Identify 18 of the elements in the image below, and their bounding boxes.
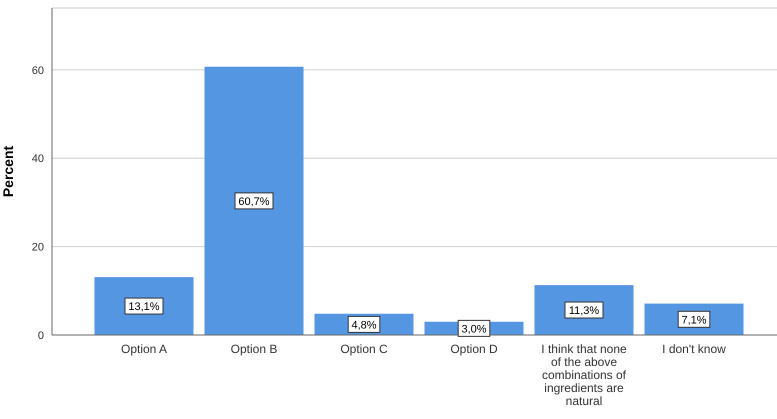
data-label: 4,8%	[351, 319, 377, 332]
y-tick-label: 40	[32, 153, 44, 166]
x-tick-label: Option A	[120, 342, 168, 356]
x-tick-label: I think that none of the above combinations of ingredients are natural	[541, 342, 628, 408]
data-label: 11,3%	[568, 305, 600, 318]
y-tick-label: 60	[32, 64, 44, 77]
data-label: 13,1%	[128, 301, 160, 314]
x-tick-label: Option D	[450, 342, 498, 356]
y-tick-label: 0	[38, 330, 44, 342]
bar	[204, 66, 304, 335]
y-axis-title: Percent	[0, 145, 16, 198]
x-tick-label: I don't know	[662, 342, 726, 356]
y-tick-label: 20	[32, 242, 44, 254]
data-label: 60,7%	[238, 196, 270, 208]
data-label: 3,0%	[461, 323, 487, 336]
x-tick-label: Option B	[230, 342, 278, 356]
x-tick-label: Option C	[340, 342, 388, 356]
data-label: 7,1%	[681, 314, 707, 326]
